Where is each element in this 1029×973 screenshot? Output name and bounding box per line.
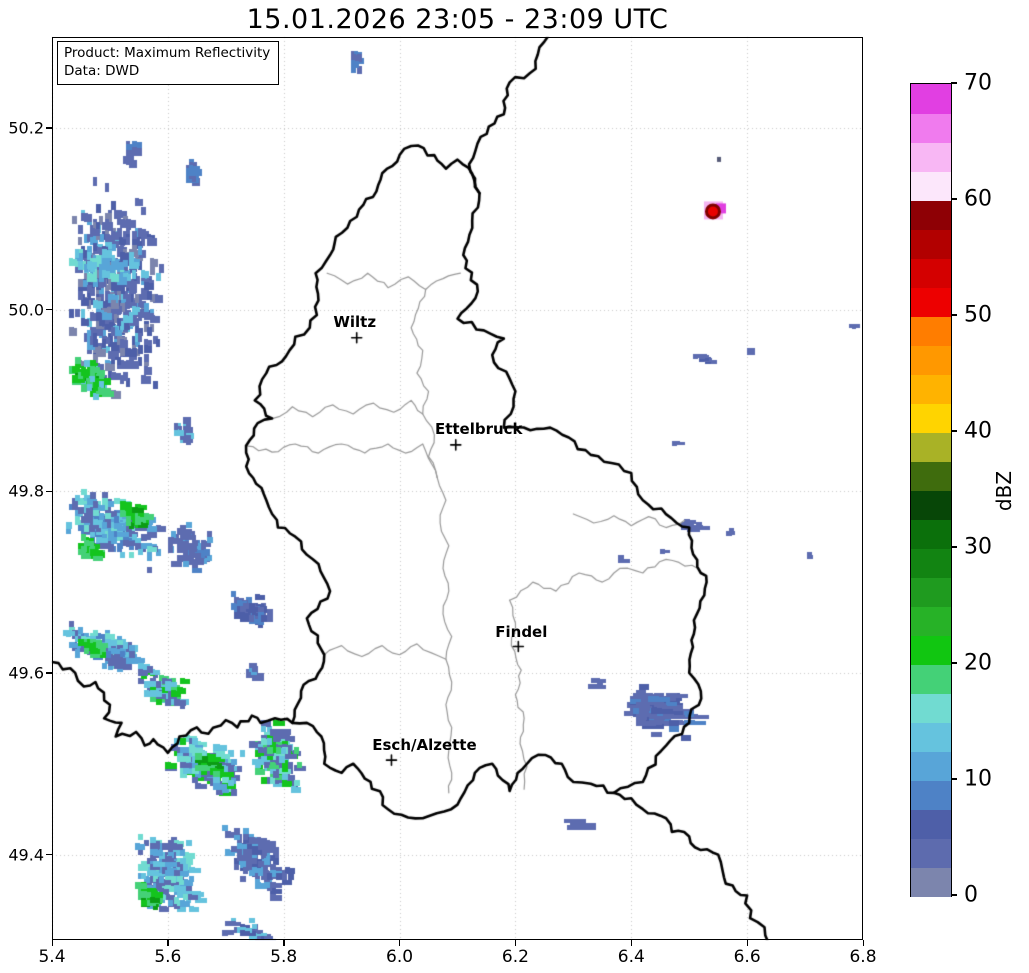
colorbar-segment (911, 867, 951, 897)
y-tickmark (46, 672, 52, 674)
x-tick-label: 6.8 (849, 947, 877, 967)
colorbar-segment (911, 374, 951, 404)
colorbar-segment (911, 519, 951, 549)
colorbar-tick-label: 60 (964, 186, 992, 212)
colorbar-segment (911, 287, 951, 317)
colorbar-segment (911, 403, 951, 433)
colorbar-segment (911, 751, 951, 781)
colorbar-tick-label: 40 (964, 418, 992, 444)
colorbar-tick-label: 30 (964, 534, 992, 560)
x-tick-label: 5.4 (38, 947, 66, 967)
colorbar-segment (911, 461, 951, 491)
colorbar-segment (911, 664, 951, 694)
y-tickmark (46, 854, 52, 856)
y-tick-label: 49.8 (8, 481, 44, 501)
colorbar-segment (911, 84, 951, 114)
x-tick-label: 6.4 (617, 947, 645, 967)
colorbar-segment (911, 490, 951, 520)
colorbar-segment (911, 548, 951, 578)
x-tick-label: 5.6 (154, 947, 182, 967)
colorbar-segment (911, 722, 951, 752)
x-tickmark (746, 940, 749, 946)
colorbar-tickmark (951, 198, 957, 200)
colorbar-segment (911, 171, 951, 201)
colorbar-tick-label: 10 (964, 766, 992, 792)
y-tick-label: 49.6 (8, 663, 44, 683)
x-tickmark (630, 940, 633, 946)
y-tickmark (46, 127, 52, 129)
x-tickmark (514, 940, 517, 946)
colorbar-tick-label: 20 (964, 650, 992, 676)
y-tick-label: 50.2 (8, 118, 44, 138)
colorbar-segment (911, 142, 951, 172)
x-tick-label: 5.8 (270, 947, 298, 967)
product-info-box: Product: Maximum Reflectivity Data: DWD (57, 41, 280, 86)
x-tickmark (399, 940, 401, 946)
x-tick-label: 6.6 (733, 947, 761, 967)
x-tickmark (167, 940, 169, 946)
colorbar-tickmark (951, 430, 957, 432)
colorbar-segment (911, 316, 951, 346)
data-source-line: Data: DWD (64, 62, 140, 79)
colorbar-segment (911, 200, 951, 230)
city-label: Findel (495, 622, 548, 641)
figure-title: 15.01.2026 23:05 - 23:09 UTC (246, 4, 669, 35)
colorbar-tickmark (951, 314, 957, 316)
colorbar-tickmark (951, 894, 957, 896)
colorbar-segment (911, 258, 951, 288)
colorbar-segment (911, 780, 951, 810)
colorbar-segment (911, 432, 951, 462)
colorbar-unit-label: dBZ (992, 470, 1016, 512)
x-tick-label: 6.0 (386, 947, 414, 967)
y-tick-label: 50.0 (8, 300, 44, 320)
colorbar-tick-label: 0 (964, 882, 978, 908)
product-line: Product: Maximum Reflectivity (64, 45, 271, 61)
x-tickmark (51, 940, 53, 946)
colorbar-bar (910, 83, 952, 897)
colorbar-tick-label: 70 (964, 70, 992, 96)
city-label: Ettelbruck (434, 419, 523, 438)
y-tickmark (46, 490, 52, 493)
colorbar-tickmark (951, 82, 957, 84)
colorbar-tick-label: 50 (964, 302, 992, 328)
colorbar-segment (911, 229, 951, 259)
y-tickmark (46, 309, 52, 311)
colorbar-segment (911, 606, 951, 636)
colorbar-segment (911, 345, 951, 375)
colorbar-tickmark (951, 662, 957, 664)
x-tickmark (283, 940, 285, 946)
colorbar-segment (911, 635, 951, 665)
colorbar-tickmark (951, 778, 957, 780)
colorbar-segment (911, 838, 951, 868)
colorbar-segment (911, 809, 951, 839)
city-label: Esch/Alzette (372, 736, 477, 755)
colorbar-segment (911, 113, 951, 143)
y-tick-label: 49.4 (8, 845, 44, 865)
x-tick-label: 6.2 (501, 947, 529, 967)
city-label: Wiltz (333, 312, 377, 331)
colorbar-segment (911, 693, 951, 723)
colorbar-segment (911, 577, 951, 607)
x-tickmark (862, 940, 864, 946)
colorbar-tickmark (951, 546, 957, 548)
